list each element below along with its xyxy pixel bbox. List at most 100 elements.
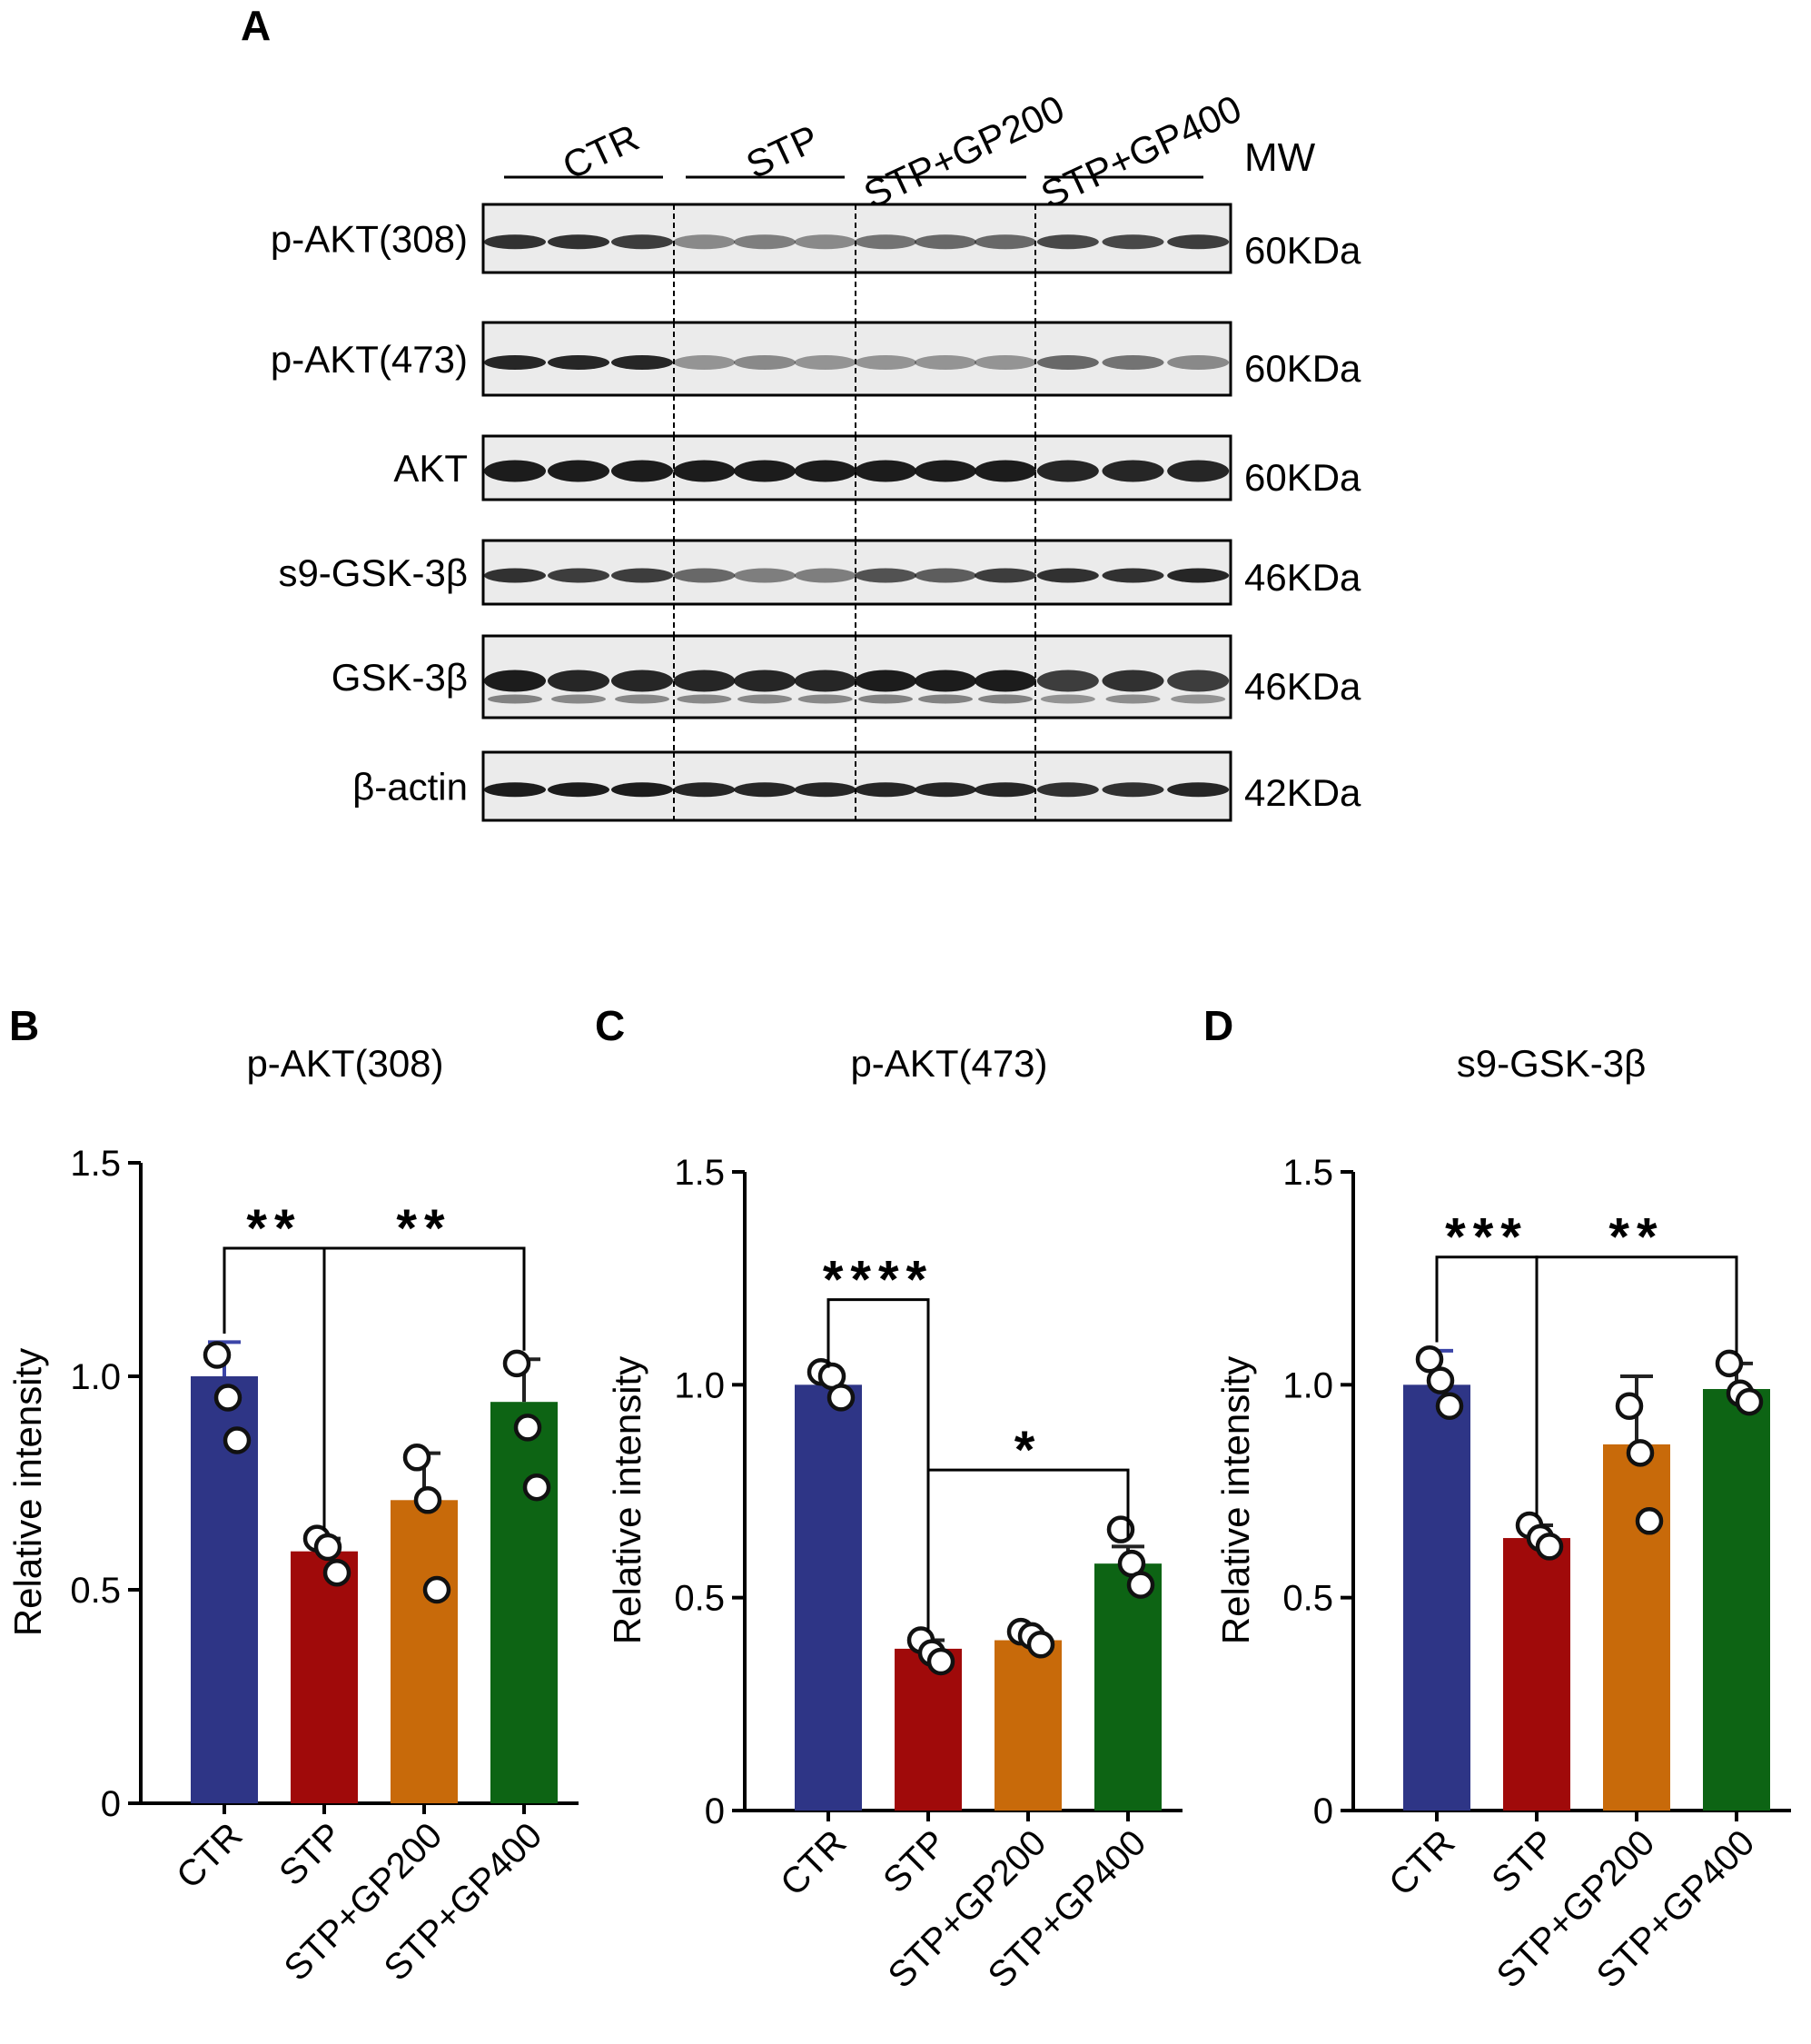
blot-band	[855, 234, 916, 250]
group-label: STP+GP400	[1034, 86, 1248, 216]
y-tick-label: 1.5	[674, 1153, 725, 1193]
panel-letter-a: A	[241, 2, 271, 49]
blot-band	[1102, 568, 1164, 583]
x-tick-label: STP	[272, 1815, 350, 1893]
blot-band	[1040, 694, 1095, 704]
y-tick-label: 0	[1313, 1791, 1333, 1831]
blot-row-label: AKT	[393, 447, 468, 490]
y-tick-label: 0.5	[70, 1571, 121, 1611]
x-tick-label: STP	[876, 1822, 954, 1900]
y-tick-label: 0.5	[674, 1579, 725, 1619]
blot-row: GSK-3β 46KDa	[332, 634, 1361, 719]
data-point	[513, 1414, 542, 1442]
blot-band	[1036, 460, 1099, 482]
blot-band	[548, 782, 609, 798]
data-point	[1426, 1366, 1455, 1394]
mw-header: MW	[1244, 135, 1316, 180]
blot-band	[488, 694, 542, 704]
blot-band	[855, 568, 916, 583]
data-point	[422, 1575, 451, 1604]
blot-band	[975, 234, 1036, 250]
blot-band	[548, 355, 609, 370]
panel-letter-c: C	[595, 1002, 625, 1049]
y-tick-label: 0	[101, 1784, 121, 1824]
blot-band	[915, 460, 976, 482]
blot-band	[794, 355, 856, 370]
blot-band	[734, 355, 796, 370]
mw-label: 46KDa	[1244, 665, 1361, 708]
blot-band	[1102, 460, 1164, 482]
blot-band	[484, 355, 546, 370]
blot-band	[548, 234, 609, 250]
data-point	[402, 1444, 431, 1472]
y-tick-label: 1.0	[674, 1365, 725, 1405]
blot-band	[1167, 670, 1230, 692]
blot-row-label: p-AKT(308)	[271, 218, 468, 261]
blot-band	[484, 460, 546, 482]
blot-band	[797, 694, 853, 704]
blot-row: β-actin 42KDa	[352, 750, 1361, 822]
bar	[995, 1640, 1062, 1811]
blot-band	[673, 234, 736, 250]
blot-band	[794, 670, 856, 692]
blot-band	[551, 694, 606, 704]
chart-s9-gsk-3b: s9-GSK-3β Relative intensity 0 0.5 1.0 1.5 CTR…	[1214, 1042, 1791, 1996]
blot-row: AKT 60KDa	[393, 434, 1361, 501]
blot-row: p-AKT(473) 60KDa	[271, 321, 1361, 397]
blot-band	[1167, 355, 1230, 370]
bar	[895, 1648, 962, 1811]
blot-band	[673, 568, 736, 583]
chart-title: p-AKT(473)	[850, 1042, 1047, 1085]
blot-band	[484, 568, 546, 583]
y-axis-label: Relative intensity	[606, 1356, 648, 1644]
blot-band	[794, 782, 856, 798]
significance-label: *	[1014, 1421, 1043, 1480]
data-point	[502, 1349, 531, 1378]
blot-band	[1167, 782, 1230, 798]
group-label: STP+GP200	[857, 86, 1071, 216]
mw-label: 46KDa	[1244, 556, 1361, 599]
blot-band	[855, 670, 916, 692]
blot-band	[978, 694, 1033, 704]
blot-band	[734, 782, 796, 798]
significance-bracket	[322, 1246, 526, 1531]
significance-label: **	[246, 1199, 302, 1258]
blot-band	[1036, 670, 1099, 692]
x-tick-label: CTR	[169, 1815, 250, 1896]
y-axis-label: Relative intensity	[1214, 1356, 1257, 1644]
x-tick-label: STP	[1484, 1822, 1562, 1900]
data-point	[223, 1426, 252, 1454]
x-tick-label: CTR	[1381, 1822, 1462, 1903]
blot-band	[915, 234, 976, 250]
blot-band	[673, 460, 736, 482]
data-point	[826, 1384, 856, 1412]
mw-label: 60KDa	[1244, 456, 1361, 499]
blot-row-label: s9-GSK-3β	[278, 551, 468, 594]
blot-band	[484, 782, 546, 798]
data-point	[413, 1486, 442, 1514]
data-point	[1435, 1392, 1464, 1421]
blot-band	[855, 782, 916, 798]
blot-band	[794, 234, 856, 250]
bar	[1094, 1563, 1162, 1811]
blot-row-label: p-AKT(473)	[271, 338, 468, 381]
chart-p-akt-308: p-AKT(308) Relative intensity 0 0.5 1.0 1.5 CT…	[6, 1042, 579, 1989]
data-point	[1715, 1349, 1744, 1378]
data-point	[1615, 1392, 1644, 1421]
significance-bracket	[926, 1468, 1130, 1632]
blot-band	[677, 694, 732, 704]
significance-label: ***	[1445, 1208, 1529, 1267]
x-tick-label: CTR	[773, 1822, 854, 1903]
blot-band	[855, 460, 916, 482]
panel-letter-d: D	[1203, 1002, 1233, 1049]
chart-title: s9-GSK-3β	[1457, 1042, 1647, 1085]
blot-band	[484, 234, 546, 250]
blot-band	[1167, 568, 1230, 583]
bar	[1703, 1389, 1770, 1811]
blot-band	[548, 460, 609, 482]
blot-band	[1105, 694, 1161, 704]
bar	[291, 1551, 358, 1803]
y-axis-label: Relative intensity	[6, 1348, 49, 1636]
